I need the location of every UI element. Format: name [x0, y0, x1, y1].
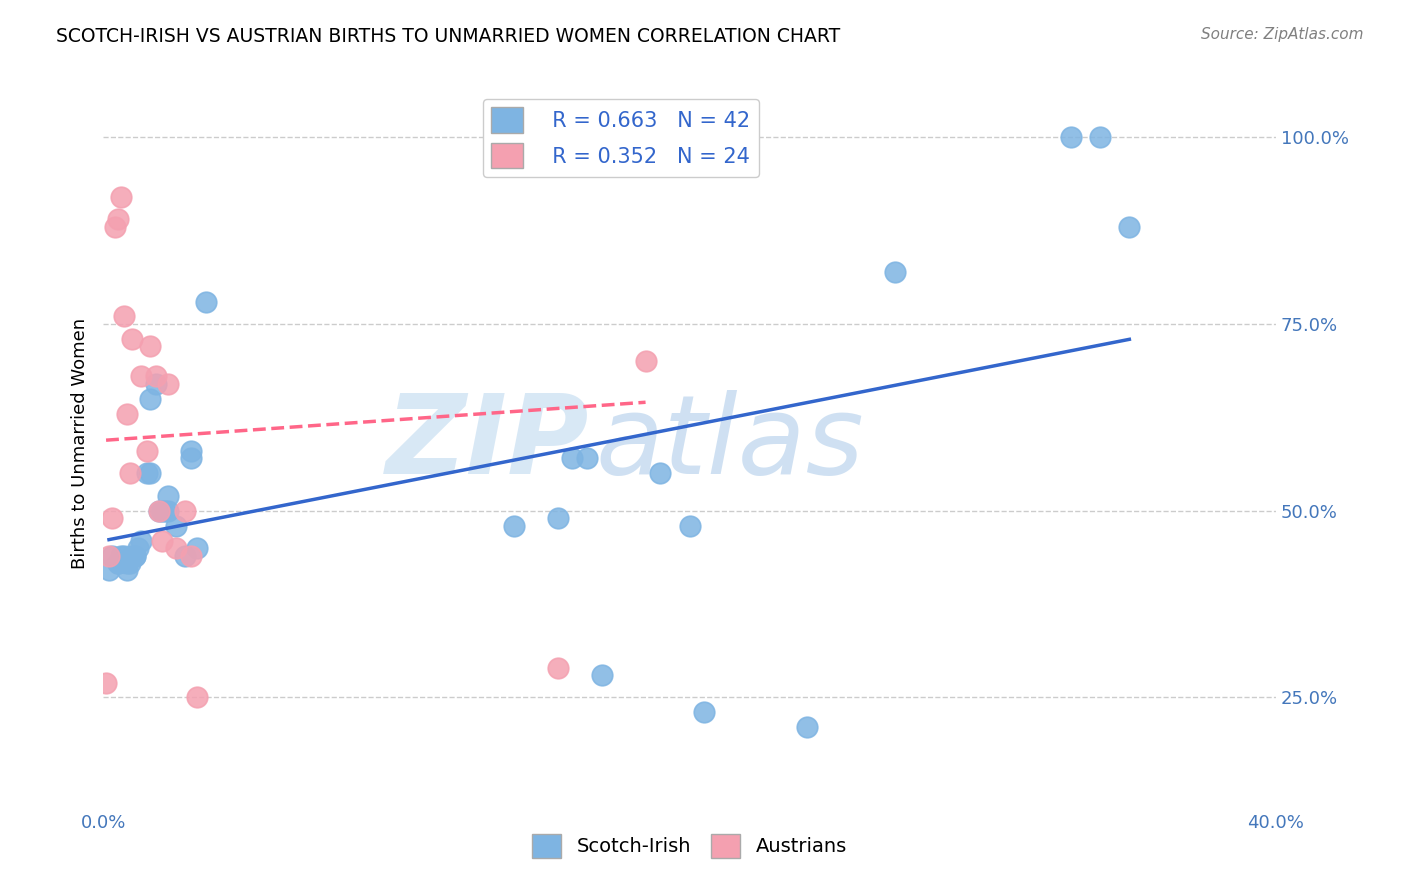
Point: [1088, 130, 1111, 145]
Legend:   R = 0.663   N = 42,   R = 0.352   N = 24: R = 0.663 N = 42, R = 0.352 N = 24: [484, 99, 759, 177]
Point: [121, 332, 143, 346]
Point: [148, 504, 170, 518]
Point: [115, 556, 138, 570]
Point: [139, 339, 162, 353]
Y-axis label: Births to Unmarried Women: Births to Unmarried Women: [72, 318, 89, 569]
Point: [139, 392, 162, 406]
Point: [139, 467, 162, 481]
Point: [153, 504, 176, 518]
Point: [174, 504, 197, 518]
Point: [165, 518, 187, 533]
Point: [650, 467, 672, 481]
Point: [156, 504, 179, 518]
Point: [796, 720, 818, 734]
Point: [104, 219, 127, 234]
Point: [591, 668, 613, 682]
Point: [575, 451, 598, 466]
Point: [115, 564, 138, 578]
Point: [150, 533, 173, 548]
Point: [98, 549, 121, 563]
Point: [678, 518, 700, 533]
Point: [693, 706, 716, 720]
Point: [1060, 130, 1083, 145]
Point: [180, 444, 202, 458]
Point: [121, 549, 143, 563]
Point: [101, 511, 124, 525]
Point: [124, 549, 146, 563]
Point: [165, 541, 187, 555]
Text: SCOTCH-IRISH VS AUSTRIAN BIRTHS TO UNMARRIED WOMEN CORRELATION CHART: SCOTCH-IRISH VS AUSTRIAN BIRTHS TO UNMAR…: [56, 27, 841, 45]
Point: [112, 549, 135, 563]
Point: [883, 265, 905, 279]
Point: [547, 660, 569, 674]
Point: [145, 369, 167, 384]
Point: [194, 294, 217, 309]
Point: [101, 549, 124, 563]
Point: [186, 541, 208, 555]
Point: [156, 376, 179, 391]
Point: [136, 444, 159, 458]
Text: atlas: atlas: [596, 390, 865, 497]
Point: [94, 675, 117, 690]
Point: [107, 556, 129, 570]
Point: [112, 310, 135, 324]
Point: [98, 564, 121, 578]
Point: [129, 369, 152, 384]
Point: [118, 467, 141, 481]
Point: [156, 489, 179, 503]
Point: [561, 451, 583, 466]
Point: [1118, 219, 1140, 234]
Point: [136, 467, 159, 481]
Point: [148, 504, 170, 518]
Point: [150, 504, 173, 518]
Text: ZIP: ZIP: [387, 390, 591, 497]
Point: [110, 549, 132, 563]
Point: [118, 556, 141, 570]
Point: [115, 407, 138, 421]
Point: [634, 354, 657, 368]
Point: [186, 690, 208, 705]
Point: [547, 511, 569, 525]
Point: [180, 451, 202, 466]
Point: [110, 190, 132, 204]
Point: [502, 518, 524, 533]
Text: Source: ZipAtlas.com: Source: ZipAtlas.com: [1201, 27, 1364, 42]
Point: [129, 533, 152, 548]
Point: [145, 376, 167, 391]
Point: [180, 549, 202, 563]
Point: [124, 549, 146, 563]
Point: [575, 130, 598, 145]
Point: [127, 541, 149, 555]
Point: [107, 556, 129, 570]
Point: [174, 549, 197, 563]
Point: [107, 212, 129, 227]
